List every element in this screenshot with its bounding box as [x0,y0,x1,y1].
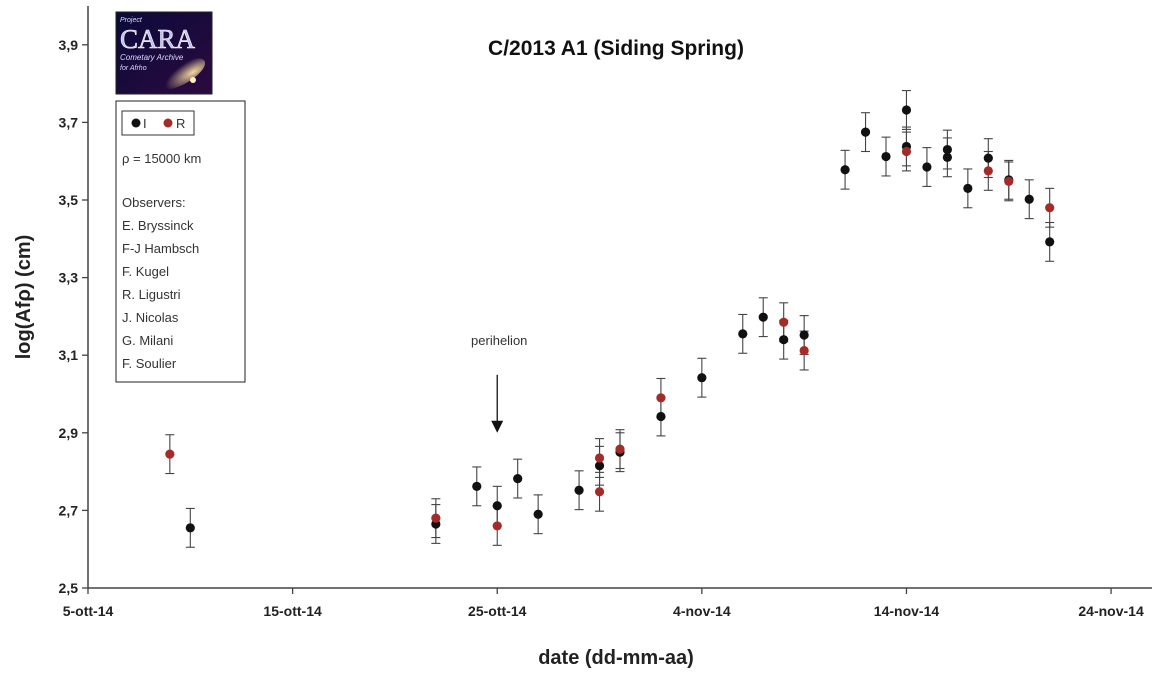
chart-title: C/2013 A1 (Siding Spring) [488,37,744,60]
data-point-I [922,162,932,172]
data-point-I [185,523,195,533]
y-tick-label: 3,7 [59,114,79,130]
x-tick-label: 25-ott-14 [468,603,527,619]
data-point-R [901,146,912,157]
data-point-I [513,473,523,484]
perihelion-label: perihelion [471,333,527,348]
legend-observer: F. Soulier [122,356,177,371]
legend-label-I: I [143,116,147,131]
data-point-R [1045,203,1055,213]
data-point-R [492,521,502,531]
data-point-R [983,166,993,176]
y-tick-label: 2,7 [59,502,79,518]
x-tick-label: 24-nov-14 [1078,603,1144,619]
data-point-I [1024,194,1034,204]
data-point-I [840,165,850,175]
error-bars [165,90,1055,548]
data-point-I [656,411,666,422]
x-tick-label: 15-ott-14 [263,603,322,619]
data-point-R [615,444,625,454]
legend-observer: J. Nicolas [122,310,179,325]
data-point-I [533,509,543,519]
comet-nucleus-icon [190,77,196,83]
axes: 2,5 2,7 2,9 3,1 3,3 3,5 3,7 3,9 5-ott-14 15-ott-… [59,6,1152,619]
legend-observer: R. Ligustri [122,287,181,302]
data-point-I [942,144,952,155]
logo-line2: CARA [120,24,196,54]
data-point-R [594,487,605,497]
data-point-I [779,335,789,345]
data-point-I [1045,237,1055,247]
data-point-I [594,461,605,471]
y-ticks: 2,5 2,7 2,9 3,1 3,3 3,5 3,7 3,9 [59,37,88,596]
y-tick-label: 2,9 [59,425,79,441]
data-point-I [901,105,912,115]
logo-line3: Cometary Archive [120,53,184,62]
x-tick-label: 4-nov-14 [673,603,731,619]
data-point-R [799,345,809,356]
data-point-R [779,317,789,327]
data-point-I [881,151,891,162]
y-tick-label: 3,5 [59,192,79,208]
data-point-I [738,329,748,339]
x-tick-label: 5-ott-14 [63,603,114,619]
logo-line1: Project [120,17,143,24]
data-point-I [472,481,482,491]
data-points [165,105,1055,533]
y-tick-label: 2,5 [59,580,79,596]
data-point-R [1004,176,1014,186]
data-point-R [656,393,666,403]
data-point-I [983,153,993,163]
data-point-I [492,501,502,511]
legend-observer: F. Kugel [122,264,169,279]
data-point-I [697,373,707,383]
y-tick-label: 3,9 [59,37,79,53]
data-point-I [799,330,809,340]
legend-observer: F-J Hambsch [122,241,199,256]
legend-observers-title: Observers: [122,195,186,210]
arrow-down-icon [491,420,504,433]
data-point-I [963,183,973,193]
legend-marker-I [131,118,141,128]
y-axis-title: log(Afρ) (cm) [13,235,35,360]
logo-line4: for Afrho [120,65,147,72]
legend-observer: G. Milani [122,333,173,348]
data-point-R [594,453,605,463]
legend-box [115,100,246,383]
y-tick-label: 3,1 [59,347,79,363]
legend-observer: E. Bryssinck [122,218,194,233]
data-point-R [431,513,441,523]
legend-rho: ρ = 15000 km [122,151,201,166]
data-point-I [942,152,952,162]
legend-label-R: R [176,116,185,131]
x-tick-label: 14-nov-14 [874,603,940,619]
y-tick-label: 3,3 [59,270,79,286]
legend-marker-R [163,118,173,128]
data-point-R [165,449,175,459]
data-point-I [758,312,768,322]
comet-icon [158,58,206,90]
perihelion-annotation: perihelion [471,333,527,433]
cara-logo: Project CARA Cometary Archive for Afrho [115,11,213,95]
x-ticks: 5-ott-14 15-ott-14 25-ott-14 4-nov-14 14-nov… [63,588,1144,619]
legend: I R ρ = 15000 km Observers: E. Bryssinck… [115,100,246,383]
data-point-I [574,485,584,495]
x-axis-title: date (dd-mm-aa) [538,647,694,669]
data-point-I [860,127,871,137]
